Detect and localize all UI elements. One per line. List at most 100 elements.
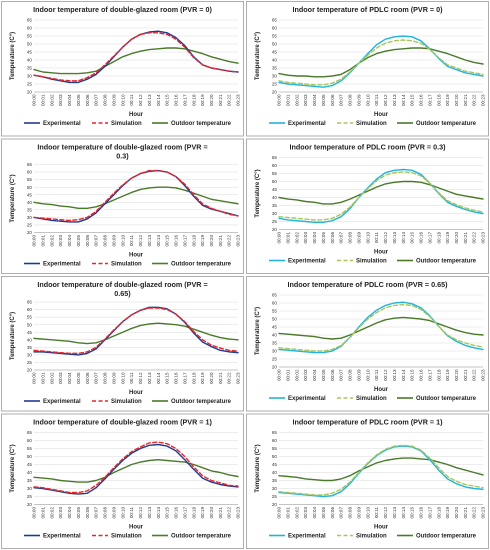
x-tick-label: 00:22 xyxy=(227,372,232,384)
x-tick-label: 00:17 xyxy=(182,507,187,519)
legend: Experimental Simulation Outdoor temperatur… xyxy=(24,121,232,127)
legend-item: Outdoor temperature xyxy=(152,534,232,540)
chart-panel: Indoor temperature of double-glazed room… xyxy=(1,1,244,137)
series-group xyxy=(278,35,484,88)
x-tick-label: 00:11 xyxy=(129,372,134,384)
x-ticks: 00:00 00:01 00:02 00:03 00:04 00:05 00:06 00:07… xyxy=(32,507,241,519)
legend-item: Simulation xyxy=(92,399,142,405)
x-tick-label: 00:00 xyxy=(32,235,37,247)
x-tick-label: 00:21 xyxy=(218,94,223,106)
legend-label: Experimental xyxy=(43,121,81,127)
y-tick-label: 25 xyxy=(27,223,33,228)
x-tick-label: 00:14 xyxy=(401,232,406,244)
x-tick-label: 00:15 xyxy=(165,94,170,106)
legend: Experimental Simulation Outdoor temperatur… xyxy=(269,121,477,127)
legend-item: Outdoor temperature xyxy=(152,262,232,268)
legend-label: Outdoor temperature xyxy=(171,121,232,127)
x-tick-label: 00:13 xyxy=(147,235,152,247)
x-tick-label: 00:07 xyxy=(339,94,344,106)
x-tick-label: 00:13 xyxy=(392,507,397,519)
x-tick-label: 00:08 xyxy=(103,94,108,106)
x-tick-label: 00:18 xyxy=(436,369,441,381)
x-tick-label: 00:21 xyxy=(463,369,468,381)
x-axis-label: Hour xyxy=(374,112,389,118)
y-tick-label: 20 xyxy=(272,227,278,232)
chart-panel: Indoor temperature of double-glazed room… xyxy=(1,138,244,274)
legend-label: Experimental xyxy=(43,534,81,540)
x-tick-label: 00:20 xyxy=(454,507,459,519)
x-tick-label: 00:23 xyxy=(481,507,486,519)
x-tick-label: 00:08 xyxy=(348,94,353,106)
y-tick-label: 40 xyxy=(272,58,278,63)
x-tick-label: 00:11 xyxy=(374,232,379,244)
x-tick-label: 00:06 xyxy=(85,94,90,106)
x-tick-label: 00:05 xyxy=(76,235,81,247)
y-grid: 20 25 30 35 40 45 50 55 60 65 xyxy=(272,18,483,95)
y-tick-label: 35 xyxy=(27,345,33,350)
x-tick-label: 00:23 xyxy=(236,507,241,519)
chart-title-line: Indoor temperature of double-glazed room… xyxy=(33,418,212,427)
x-tick-label: 00:13 xyxy=(392,232,397,244)
y-grid: 20 25 30 35 40 45 50 55 60 65 xyxy=(272,293,483,370)
legend-label: Outdoor temperature xyxy=(171,262,232,268)
series-line-simulation xyxy=(33,32,239,82)
x-tick-label: 00:18 xyxy=(191,94,196,106)
y-tick-label: 35 xyxy=(272,203,278,208)
x-tick-label: 00:01 xyxy=(285,94,290,106)
legend-label: Experimental xyxy=(288,534,326,540)
legend-label: Experimental xyxy=(288,396,326,402)
chart-title-line: Indoor temperature of PDLC room (PVR = 1… xyxy=(293,418,444,427)
chart-title-line: Indoor temperature of PDLC room (PVR = 0… xyxy=(288,280,449,289)
x-tick-label: 00:16 xyxy=(174,235,179,247)
series-line-outdoor-temperature xyxy=(33,322,239,345)
x-tick-label: 00:12 xyxy=(138,94,143,106)
x-tick-label: 00:15 xyxy=(165,372,170,384)
x-ticks: 00:00 00:01 00:02 00:03 00:04 00:05 00:06 00:07… xyxy=(277,369,486,381)
x-ticks: 00:00 00:01 00:02 00:03 00:04 00:05 00:06 00:07… xyxy=(277,232,486,244)
x-tick-label: 00:09 xyxy=(111,507,116,519)
y-tick-label: 55 xyxy=(27,315,33,320)
x-ticks: 00:00 00:01 00:02 00:03 00:04 00:05 00:06 00:07… xyxy=(32,372,241,384)
x-tick-label: 00:00 xyxy=(277,232,282,244)
panel-border xyxy=(1,276,244,412)
series-line-outdoor-temperature xyxy=(278,457,484,482)
y-tick-label: 60 xyxy=(27,307,33,312)
panel-border xyxy=(246,1,489,137)
x-tick-label: 00:14 xyxy=(156,372,161,384)
y-tick-label: 65 xyxy=(272,430,278,435)
chart-title: Indoor temperature of double-glazed room… xyxy=(37,280,207,298)
x-tick-label: 00:13 xyxy=(147,372,152,384)
series-group xyxy=(278,168,484,224)
x-tick-label: 00:02 xyxy=(294,507,299,519)
x-tick-label: 00:10 xyxy=(365,369,370,381)
x-tick-label: 00:14 xyxy=(401,94,406,106)
y-tick-label: 50 xyxy=(272,454,278,459)
y-axis-label: Temperature (C°) xyxy=(10,174,16,222)
x-tick-label: 00:08 xyxy=(103,507,108,519)
x-tick-label: 00:07 xyxy=(94,372,99,384)
x-tick-label: 00:11 xyxy=(129,235,134,247)
legend-label: Simulation xyxy=(356,259,387,265)
legend-label: Outdoor temperature xyxy=(416,121,477,127)
x-tick-label: 00:05 xyxy=(76,372,81,384)
series-group xyxy=(278,444,484,498)
y-tick-label: 20 xyxy=(272,365,278,370)
y-tick-label: 60 xyxy=(272,438,278,443)
y-tick-label: 35 xyxy=(272,478,278,483)
y-tick-label: 25 xyxy=(272,357,278,362)
x-tick-label: 00:16 xyxy=(419,94,424,106)
x-tick-label: 00:08 xyxy=(103,372,108,384)
y-tick-label: 45 xyxy=(272,325,278,330)
x-tick-label: 00:14 xyxy=(156,507,161,519)
x-tick-label: 00:19 xyxy=(200,94,205,106)
y-tick-label: 65 xyxy=(27,300,33,305)
legend: Experimental Simulation Outdoor temperatur… xyxy=(24,262,232,268)
legend-label: Outdoor temperature xyxy=(416,259,477,265)
y-tick-label: 45 xyxy=(27,462,33,467)
x-tick-label: 00:05 xyxy=(76,94,81,106)
legend-item: Experimental xyxy=(24,121,81,127)
x-tick-label: 00:18 xyxy=(191,507,196,519)
x-tick-label: 00:04 xyxy=(312,507,317,519)
x-tick-label: 00:04 xyxy=(67,235,72,247)
y-axis-label: Temperature (C°) xyxy=(10,312,16,360)
